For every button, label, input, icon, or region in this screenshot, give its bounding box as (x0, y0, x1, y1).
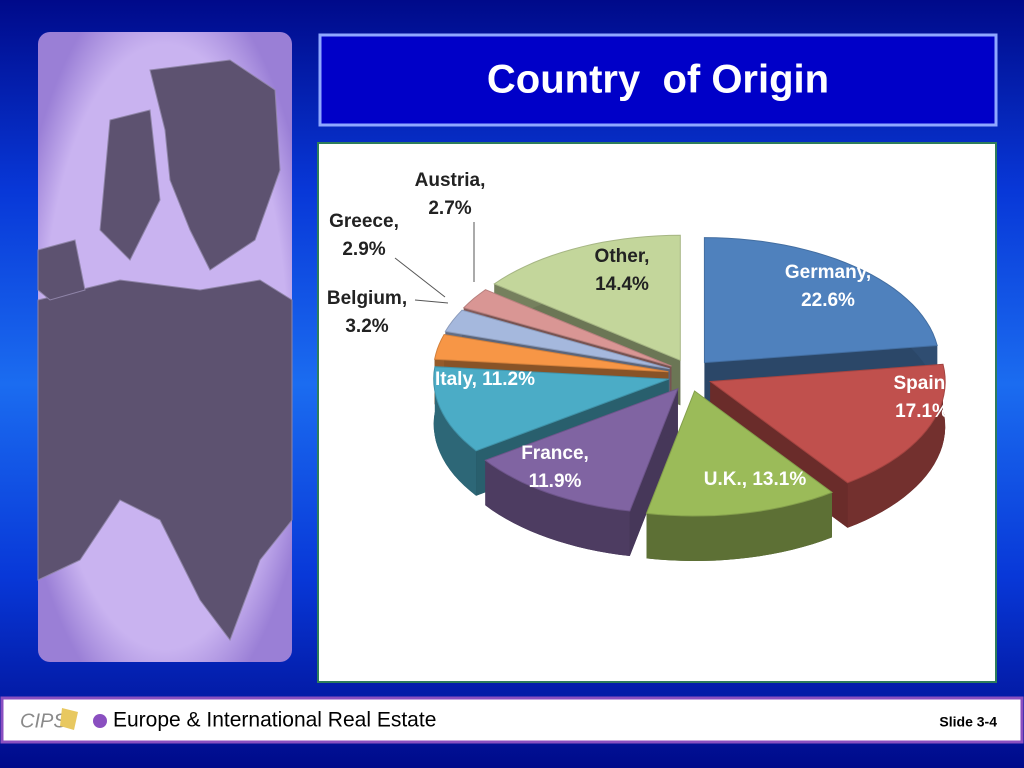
data-labels: Germany, 22.6% Spain, 17.1% U.K., 13.1% Franc… (327, 170, 951, 492)
slice (484, 387, 679, 512)
data-label: France, 11.9% (521, 443, 589, 492)
slide-title: Country of Origin (487, 58, 829, 102)
pie-chart (433, 234, 946, 561)
label-line: 17.1% (895, 401, 949, 422)
label-line: France, (521, 443, 589, 464)
data-label: Germany, 22.6% (785, 262, 871, 311)
data-label: U.K., 13.1% (704, 469, 807, 490)
slice-wall (485, 460, 630, 556)
leader-line (394, 257, 446, 298)
map-land (99, 109, 161, 261)
label-line: Other, (595, 246, 650, 267)
map-panel (37, 32, 293, 662)
data-label: Other, 14.4% (595, 246, 650, 295)
logo-icon (60, 708, 78, 730)
slice (493, 234, 681, 362)
slice (645, 390, 834, 517)
data-label: Spain, 17.1% (893, 373, 950, 422)
label-line: Germany, (785, 262, 871, 283)
data-label: Italy, 11.2% (435, 369, 535, 390)
data-label: Austria, 2.7% (415, 170, 486, 219)
footer-bar (0, 696, 1024, 744)
slice (703, 237, 938, 364)
slice (433, 366, 669, 452)
label-line: 11.9% (529, 471, 582, 492)
bullet (93, 714, 107, 728)
label-line: Austria, (415, 170, 486, 191)
footer-text: Europe & International Real Estate (113, 709, 436, 732)
map-land (149, 59, 281, 271)
label-line: 3.2% (345, 316, 388, 337)
slice (433, 333, 669, 373)
slice-wall (847, 364, 946, 528)
slice (444, 309, 670, 370)
label-line: Belgium, (327, 288, 407, 309)
label-line: 14.4% (595, 274, 649, 295)
label-line: 22.6% (801, 290, 855, 311)
map-land (37, 279, 293, 642)
slide-number: Slide 3-4 (939, 714, 997, 730)
data-label: Greece, 2.9% (329, 211, 399, 260)
leader-line (414, 299, 449, 304)
slice (462, 289, 672, 367)
label-line: 2.9% (342, 239, 385, 260)
data-label: Belgium, 3.2% (327, 288, 407, 337)
slice-wall (646, 492, 832, 561)
label-line: Spain, (893, 373, 950, 394)
footer-logo: CIPS (20, 710, 67, 732)
title-box (318, 33, 998, 127)
slice (708, 363, 946, 484)
label-line: 2.7% (428, 198, 471, 219)
map-land (37, 239, 86, 301)
label-line: Greece, (329, 211, 399, 232)
